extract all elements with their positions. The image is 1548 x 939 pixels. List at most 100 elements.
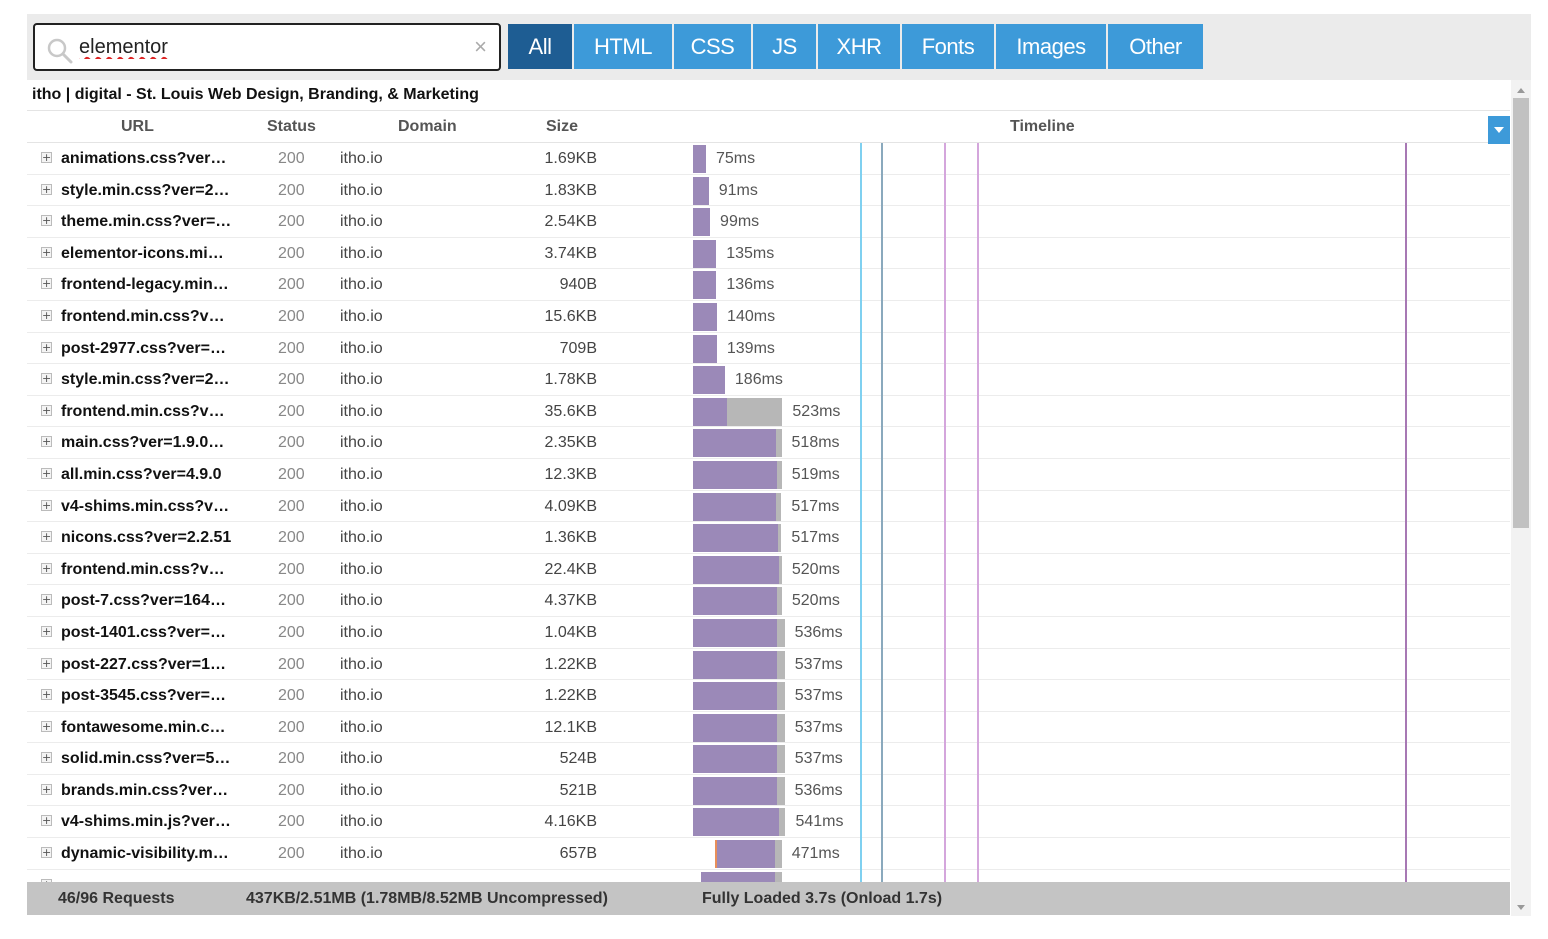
column-header-status[interactable]: Status: [267, 118, 316, 135]
receive-bar: [693, 334, 717, 363]
tab-images[interactable]: Images: [996, 24, 1106, 69]
expand-row-icon[interactable]: +: [41, 435, 52, 449]
tab-css[interactable]: CSS: [674, 24, 751, 69]
expand-row-icon[interactable]: +: [41, 593, 52, 607]
column-header-url[interactable]: URL: [121, 118, 154, 135]
column-header-domain[interactable]: Domain: [398, 118, 457, 135]
request-row[interactable]: + post-2977.css?ver=… 200 itho.io 709B 139ms: [27, 333, 1510, 365]
request-domain: itho.io: [340, 655, 383, 673]
receive-bar: [693, 397, 728, 426]
request-url[interactable]: animations.css?ver…: [61, 150, 227, 167]
tab-fonts[interactable]: Fonts: [902, 24, 994, 69]
request-row[interactable]: + theme.min.css?ver=… 200 itho.io 2.54KB 99ms: [27, 206, 1510, 238]
request-url[interactable]: theme.min.css?ver=…: [61, 213, 232, 231]
request-row[interactable]: + main.css?ver=1.9.0… 200 itho.io 2.35KB 518m…: [27, 427, 1510, 459]
tab-all[interactable]: All: [508, 24, 572, 69]
request-url[interactable]: nicons.css?ver=2.2.51: [61, 529, 232, 547]
request-row[interactable]: + dynamic-visibility.m… 200 itho.io 657B 471m…: [27, 838, 1510, 870]
expand-row-icon[interactable]: +: [41, 498, 52, 512]
request-row[interactable]: + style.min.css?ver=2… 200 itho.io 1.78KB 186…: [27, 364, 1510, 396]
expand-row-icon[interactable]: +: [41, 308, 52, 322]
clear-search-icon[interactable]: ×: [474, 34, 487, 59]
request-url[interactable]: elementor-icons.mi…: [61, 244, 224, 262]
request-url[interactable]: post-227.css?ver=1…: [61, 655, 226, 673]
request-url[interactable]: v4-shims.min.js?ver…: [61, 813, 231, 831]
tab-other[interactable]: Other: [1108, 24, 1203, 69]
expand-row-icon[interactable]: +: [41, 277, 52, 291]
request-row[interactable]: + animations.css?ver… 200 itho.io 1.69KB 75ms: [27, 143, 1510, 175]
request-row[interactable]: + v4-shims.min.css?v… 200 itho.io 4.09KB 517m…: [27, 491, 1510, 523]
expand-row-icon[interactable]: +: [41, 214, 52, 228]
request-url[interactable]: main.css?ver=1.9.0…: [61, 434, 225, 452]
request-url[interactable]: style.min.css?ver=2…: [61, 181, 230, 199]
expand-row-icon[interactable]: +: [41, 561, 52, 575]
request-row[interactable]: + fontawesome.min.c… 200 itho.io 12.1KB 537ms: [27, 712, 1510, 744]
timeline-marker-line: [1405, 143, 1407, 882]
request-url[interactable]: v4-shims.min.css?v…: [61, 497, 230, 515]
request-duration: 537ms: [794, 687, 843, 705]
request-url[interactable]: fontawesome.min.c…: [61, 718, 226, 736]
request-url[interactable]: frontend.min.css?v…: [61, 560, 225, 578]
request-url[interactable]: frontend.min.css?v…: [61, 307, 225, 325]
request-row[interactable]: + post-1401.css?ver=… 200 itho.io 1.04KB 536m…: [27, 617, 1510, 649]
request-row[interactable]: + frontend.min.css?v… 200 itho.io 15.6KB 140m…: [27, 301, 1510, 333]
request-url[interactable]: frontend.min.css?v…: [61, 402, 225, 420]
expand-row-icon[interactable]: +: [41, 182, 52, 196]
request-row[interactable]: + frontend.min.css?v… 200 itho.io 22.4KB 520m…: [27, 554, 1510, 586]
request-url[interactable]: frontend-legacy.min…: [61, 276, 229, 294]
scrollbar-thumb[interactable]: [1513, 98, 1529, 528]
expand-row-icon[interactable]: +: [41, 846, 52, 860]
request-row[interactable]: + style.min.css?ver=2… 200 itho.io 1.83KB 91m…: [27, 175, 1510, 207]
tab-html[interactable]: HTML: [574, 24, 672, 69]
tab-js[interactable]: JS: [753, 24, 816, 69]
expand-row-icon[interactable]: +: [41, 624, 52, 638]
request-size: 709B: [559, 339, 597, 357]
expand-row-icon[interactable]: +: [41, 719, 52, 733]
request-row[interactable]: + solid.min.css?ver=5… 200 itho.io 524B 537ms: [27, 743, 1510, 775]
expand-row-icon[interactable]: +: [41, 656, 52, 670]
request-row[interactable]: + post-3545.css?ver=… 200 itho.io 1.22KB 537m…: [27, 680, 1510, 712]
column-header-size[interactable]: Size: [546, 118, 579, 135]
request-row[interactable]: + frontend.min.css?v… 200 itho.io 35.6KB 523m…: [27, 396, 1510, 428]
request-url[interactable]: post-2977.css?ver=…: [61, 339, 226, 357]
column-header-timeline[interactable]: Timeline: [1010, 118, 1075, 135]
expand-row-icon[interactable]: +: [41, 372, 52, 386]
expand-row-icon[interactable]: +: [41, 340, 52, 354]
expand-row-icon[interactable]: +: [41, 751, 52, 765]
timeline-dropdown-button[interactable]: [1488, 116, 1510, 144]
request-row[interactable]: + post-7.css?ver=164… 200 itho.io 4.37KB 520m…: [27, 585, 1510, 617]
search-box[interactable]: ×: [33, 23, 501, 71]
request-url[interactable]: dynamic-visibility.m…: [61, 845, 229, 863]
expand-row-icon[interactable]: +: [41, 688, 52, 702]
expand-row-icon[interactable]: +: [41, 782, 52, 796]
expand-row-icon[interactable]: +: [41, 814, 52, 828]
request-row[interactable]: + brands.min.css?ver… 200 itho.io 521B 536ms: [27, 775, 1510, 807]
request-url[interactable]: brands.min.css?ver…: [61, 781, 229, 799]
request-url[interactable]: style.min.css?ver=2…: [61, 371, 230, 389]
request-duration: 537ms: [794, 718, 843, 736]
expand-row-icon[interactable]: +: [41, 245, 52, 259]
tab-xhr[interactable]: XHR: [818, 24, 900, 69]
request-row[interactable]: + all.min.css?ver=4.9.0 200 itho.io 12.3KB 51…: [27, 459, 1510, 491]
request-row[interactable]: +: [27, 870, 1510, 882]
request-url[interactable]: solid.min.css?ver=5…: [61, 750, 231, 768]
search-input[interactable]: [79, 32, 459, 62]
request-row[interactable]: + v4-shims.min.js?ver… 200 itho.io 4.16KB 541…: [27, 806, 1510, 839]
scroll-down-arrow-icon[interactable]: [1517, 905, 1525, 910]
request-url[interactable]: all.min.css?ver=4.9.0: [61, 465, 222, 483]
request-url[interactable]: post-3545.css?ver=…: [61, 687, 226, 705]
expand-row-icon[interactable]: +: [41, 403, 52, 417]
expand-row-icon[interactable]: +: [41, 878, 52, 882]
timeline-marker-line: [977, 143, 979, 882]
request-row[interactable]: + nicons.css?ver=2.2.51 200 itho.io 1.36KB 51…: [27, 522, 1510, 554]
expand-row-icon[interactable]: +: [41, 466, 52, 480]
request-row[interactable]: + elementor-icons.mi… 200 itho.io 3.74KB 135m…: [27, 238, 1510, 270]
vertical-scrollbar[interactable]: [1511, 80, 1531, 916]
expand-row-icon[interactable]: +: [41, 151, 52, 164]
request-row[interactable]: + post-227.css?ver=1… 200 itho.io 1.22KB 537m…: [27, 649, 1510, 681]
scroll-up-arrow-icon[interactable]: [1517, 88, 1525, 93]
request-url[interactable]: post-7.css?ver=164…: [61, 592, 226, 610]
request-row[interactable]: + frontend-legacy.min… 200 itho.io 940B 136ms: [27, 269, 1510, 301]
expand-row-icon[interactable]: +: [41, 530, 52, 544]
request-url[interactable]: post-1401.css?ver=…: [61, 623, 226, 641]
